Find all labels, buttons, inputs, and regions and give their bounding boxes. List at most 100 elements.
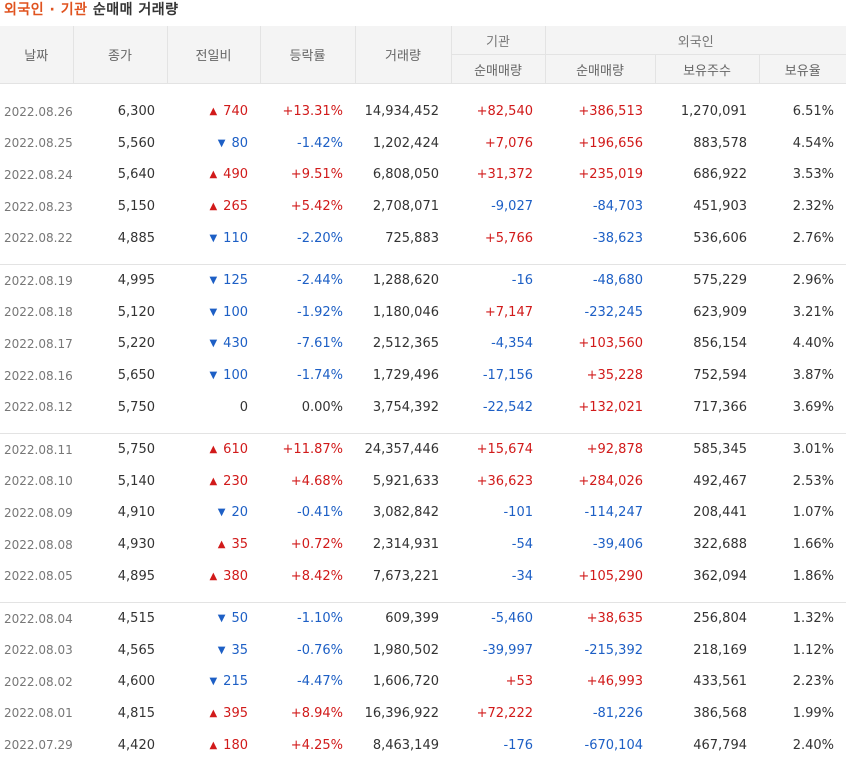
change-cell: ▼ 110 — [167, 222, 260, 254]
close-cell: 4,565 — [117, 642, 155, 658]
table-row: 2022.08.03 4,565 ▼ 35 -0.76% 1,980,502 -39,997… — [0, 635, 846, 667]
volume-cell: 3,754,392 — [372, 399, 439, 415]
change-cell: ▼ 80 — [167, 128, 260, 160]
volume-cell: 1,729,496 — [372, 368, 439, 384]
triangle-down-icon: ▼ — [217, 507, 226, 519]
change-cell: ▼ 100 — [167, 360, 260, 392]
close-cell: 4,815 — [117, 705, 155, 721]
triangle-down-icon: ▼ — [209, 370, 218, 382]
change-cell: ▼ 100 — [167, 297, 260, 329]
change-value: 35 — [231, 537, 248, 553]
institution-net-cell: -17,156 — [482, 368, 533, 384]
header-institution-net: 순매매량 — [451, 54, 546, 84]
rate-cell: -0.76% — [297, 642, 343, 658]
close-cell: 6,300 — [117, 104, 155, 120]
close-cell: 4,515 — [117, 611, 155, 627]
institution-net-cell: +7,076 — [484, 135, 533, 151]
close-cell: 4,885 — [117, 230, 155, 246]
change-value: 380 — [223, 568, 248, 584]
triangle-up-icon: ▲ — [209, 570, 218, 582]
close-cell: 4,910 — [117, 505, 155, 521]
table-row: 2022.08.16 5,650 ▼ 100 -1.74% 1,729,496 -17,15… — [0, 360, 846, 392]
holding-ratio-cell: 2.23% — [792, 674, 834, 690]
institution-net-cell: -16 — [511, 273, 533, 289]
change-value: 395 — [223, 705, 248, 721]
holdings-cell: 433,561 — [693, 674, 747, 690]
table-row: 2022.08.11 5,750 ▲ 610 +11.87% 24,357,446 +15,… — [0, 433, 846, 465]
table-row: 2022.08.26 6,300 ▲ 740 +13.31% 14,934,452 +82,… — [0, 96, 846, 128]
table-row: 2022.08.01 4,815 ▲ 395 +8.94% 16,396,922 +72,2… — [0, 698, 846, 730]
institution-net-cell: -22,542 — [482, 399, 533, 415]
holdings-cell: 451,903 — [693, 199, 747, 215]
table-row: 2022.08.17 5,220 ▼ 430 -7.61% 2,512,365 -4,354… — [0, 328, 846, 360]
holding-ratio-cell: 2.40% — [792, 737, 834, 753]
group-spacer — [0, 84, 846, 97]
foreign-net-cell: +284,026 — [578, 473, 643, 489]
foreign-net-cell: +92,878 — [586, 442, 643, 458]
title-accent: 외국인 · 기관 — [4, 2, 88, 18]
rate-cell: -1.74% — [297, 368, 343, 384]
holdings-cell: 492,467 — [693, 473, 747, 489]
institution-net-cell: -34 — [511, 568, 533, 584]
holdings-cell: 585,345 — [693, 442, 747, 458]
change-cell: 0 — [167, 391, 260, 423]
group-spacer-cell — [0, 422, 846, 434]
institution-net-cell: -4,354 — [491, 336, 533, 352]
close-cell: 5,750 — [117, 442, 155, 458]
holdings-cell: 686,922 — [693, 167, 747, 183]
triangle-up-icon: ▲ — [217, 539, 226, 551]
date-cell: 2022.08.01 — [4, 706, 73, 721]
foreign-net-cell: +235,019 — [578, 167, 643, 183]
change-value: 35 — [231, 642, 248, 658]
holdings-cell: 575,229 — [693, 273, 747, 289]
change-value: 20 — [231, 505, 248, 521]
change-value: 215 — [223, 674, 248, 690]
volume-cell: 14,934,452 — [364, 104, 439, 120]
close-cell: 4,895 — [117, 568, 155, 584]
rate-cell: 0.00% — [301, 399, 343, 415]
volume-cell: 1,980,502 — [372, 642, 439, 658]
institution-net-cell: +53 — [505, 674, 533, 690]
date-cell: 2022.08.10 — [4, 474, 73, 489]
header-close: 종가 — [73, 26, 168, 84]
volume-cell: 5,921,633 — [372, 473, 439, 489]
holdings-cell: 322,688 — [693, 537, 747, 553]
change-value: 50 — [231, 611, 248, 627]
triangle-down-icon: ▼ — [209, 275, 218, 287]
change-cell: ▲ 265 — [167, 191, 260, 223]
foreign-net-cell: +196,656 — [578, 135, 643, 151]
triangle-up-icon: ▲ — [209, 169, 218, 181]
date-cell: 2022.08.09 — [4, 505, 73, 520]
holdings-cell: 856,154 — [693, 336, 747, 352]
date-cell: 2022.08.05 — [4, 569, 73, 584]
close-cell: 5,560 — [117, 135, 155, 151]
date-cell: 2022.08.18 — [4, 305, 73, 320]
institution-net-cell: -39,997 — [482, 642, 533, 658]
foreign-net-cell: -39,406 — [592, 537, 643, 553]
close-cell: 5,140 — [117, 473, 155, 489]
date-cell: 2022.08.22 — [4, 231, 73, 246]
institution-net-cell: +15,674 — [476, 442, 533, 458]
triangle-up-icon: ▲ — [209, 106, 218, 118]
foreign-net-cell: +103,560 — [578, 336, 643, 352]
change-cell: ▼ 430 — [167, 328, 260, 360]
group-spacer — [0, 591, 846, 603]
table-row: 2022.08.12 5,750 0 0.00% 3,754,392 -22,542 +13… — [0, 391, 846, 423]
table-row: 2022.08.24 5,640 ▲ 490 +9.51% 6,808,050 +31,37… — [0, 159, 846, 191]
volume-cell: 2,708,071 — [372, 199, 439, 215]
foreign-net-cell: -232,245 — [584, 304, 643, 320]
volume-cell: 609,399 — [385, 611, 439, 627]
institution-net-cell: -54 — [511, 537, 533, 553]
change-cell: ▲ 740 — [167, 96, 260, 128]
date-cell: 2022.08.04 — [4, 611, 73, 626]
foreign-net-cell: -670,104 — [584, 737, 643, 753]
holdings-cell: 883,578 — [693, 135, 747, 151]
change-cell: ▲ 610 — [167, 433, 260, 465]
date-cell: 2022.08.12 — [4, 400, 73, 415]
date-cell: 2022.08.02 — [4, 674, 73, 689]
foreign-net-cell: +105,290 — [578, 568, 643, 584]
holding-ratio-cell: 3.87% — [792, 368, 834, 384]
close-cell: 4,995 — [117, 273, 155, 289]
holding-ratio-cell: 1.12% — [792, 642, 834, 658]
holding-ratio-cell: 3.21% — [792, 304, 834, 320]
